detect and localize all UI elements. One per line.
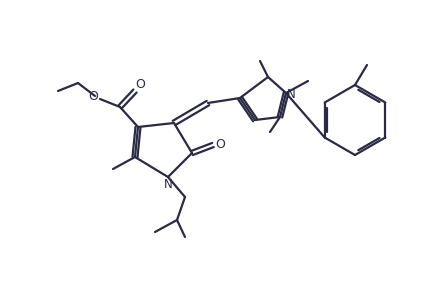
Text: N: N (286, 88, 295, 101)
Text: N: N (164, 178, 172, 191)
Text: O: O (215, 137, 225, 150)
Text: O: O (88, 91, 98, 104)
Text: O: O (135, 78, 145, 91)
